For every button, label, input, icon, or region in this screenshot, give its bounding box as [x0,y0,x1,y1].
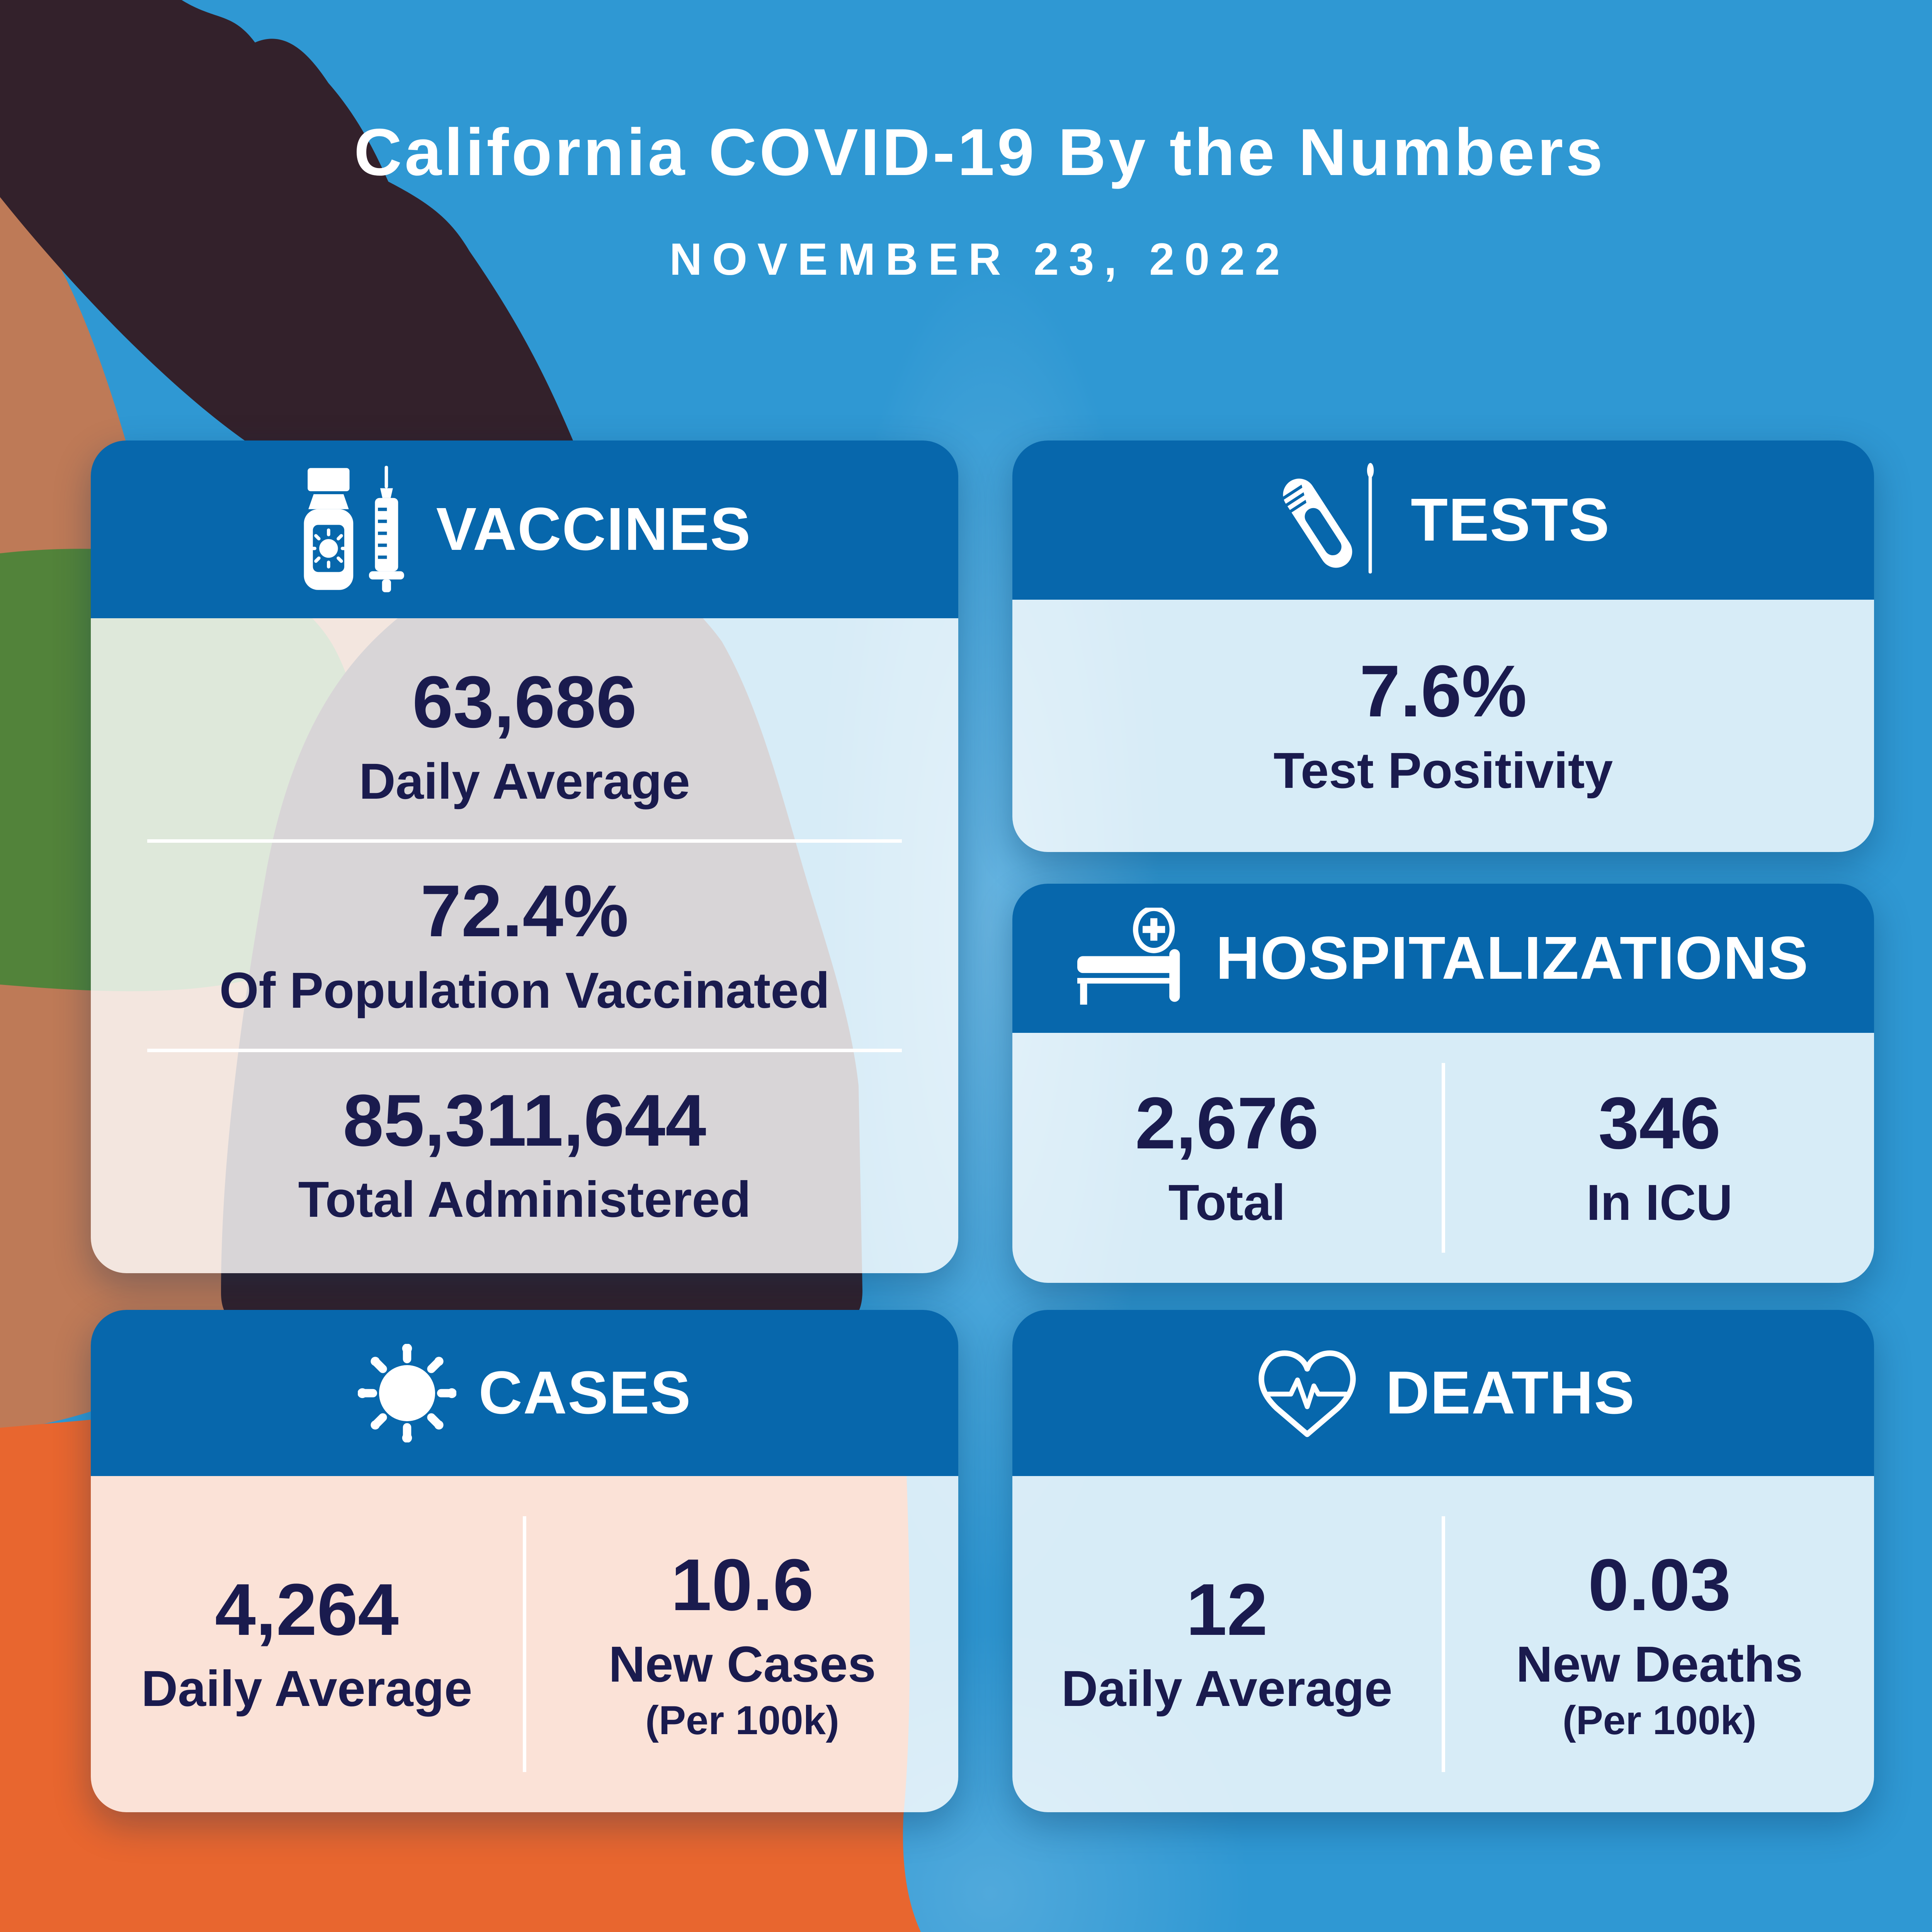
vaccines-card-header: VACCINES [91,440,958,618]
vaccines-card-body: 63,686 Daily Average 72.4% Of Population… [91,618,958,1273]
tests-card: TESTS 7.6% Test Positivity [1012,440,1874,852]
hospital-bed-icon [1077,908,1193,1009]
divider [147,839,902,843]
cases-card-body: 4,264 Daily Average 10.6 New Cases (Per … [91,1476,958,1812]
hospitalizations-icu-stat: 346 In ICU [1445,1033,1874,1283]
deaths-card-header: DEATHS [1012,1310,1874,1476]
test-tube-and-swab-icon [1276,462,1388,578]
hospitalizations-card-title: HOSPITALIZATIONS [1216,924,1809,992]
cases-card-title: CASES [478,1359,692,1427]
cases-card-header: CASES [91,1310,958,1476]
deaths-card-body: 12 Daily Average 0.03 New Deaths (Per 10… [1012,1476,1874,1812]
stat-label: Daily Average [1061,1660,1393,1717]
stat-value: 4,264 [215,1568,399,1651]
stat-label: In ICU [1586,1173,1733,1231]
tests-positivity-stat: 7.6% Test Positivity [1274,650,1613,801]
stat-value: 10.6 [671,1544,814,1626]
hospitalizations-card-header: HOSPITALIZATIONS [1012,884,1874,1033]
stat-sublabel: (Per 100k) [1562,1697,1757,1743]
stat-value: 2,676 [1135,1082,1319,1165]
divider [523,1516,526,1772]
stat-value: 346 [1598,1082,1721,1165]
stat-label: Total [1168,1173,1286,1231]
hospitalizations-card-body: 2,676 Total 346 In ICU [1012,1033,1874,1283]
cases-card: CASES 4,264 Daily Average 10.6 New Cases… [91,1310,958,1812]
stat-label: Total Administered [298,1171,751,1228]
stat-label: Daily Average [359,752,690,810]
cases-daily-average-stat: 4,264 Daily Average [91,1476,523,1812]
vaccines-card-title: VACCINES [436,495,752,563]
vaccine-vial-and-syringe-icon [298,466,414,593]
tests-card-header: TESTS [1012,440,1874,600]
tests-card-body: 7.6% Test Positivity [1012,600,1874,852]
virus-icon [357,1344,456,1442]
divider [1441,1063,1445,1253]
stat-label: Daily Average [141,1660,473,1717]
hospitalizations-total-stat: 2,676 Total [1012,1033,1442,1283]
stat-value: 63,686 [412,661,637,743]
stat-value: 72.4% [420,870,629,952]
stat-label: New Cases [609,1636,876,1693]
deaths-new-deaths-stat: 0.03 New Deaths (Per 100k) [1445,1476,1874,1812]
vaccines-card: VACCINES 63,686 Daily Average 72.4% Of P… [91,440,958,1273]
deaths-card: DEATHS 12 Daily Average 0.03 New Deaths … [1012,1310,1874,1812]
vaccines-daily-average-stat: 63,686 Daily Average [359,661,690,812]
deaths-daily-average-stat: 12 Daily Average [1012,1476,1442,1812]
stat-sublabel: (Per 100k) [645,1697,839,1743]
heart-ekg-icon [1251,1343,1363,1443]
deaths-card-title: DEATHS [1386,1359,1635,1427]
date-subtitle: NOVEMBER 23, 2022 [669,234,1290,284]
stat-label: Test Positivity [1273,742,1613,799]
stat-label: New Deaths [1516,1636,1803,1693]
vaccines-population-vaccinated-stat: 72.4% Of Population Vaccinated [219,870,830,1021]
stat-label: Of Population Vaccinated [219,961,830,1019]
hospitalizations-card: HOSPITALIZATIONS 2,676 Total 346 In ICU [1012,884,1874,1283]
tests-card-title: TESTS [1411,486,1610,554]
stat-value: 85,311,644 [343,1079,706,1162]
stat-value: 7.6% [1359,650,1527,733]
page-title: California COVID-19 By the Numbers [354,115,1606,189]
divider [1441,1516,1445,1772]
cases-new-cases-stat: 10.6 New Cases (Per 100k) [526,1476,958,1812]
divider [147,1048,902,1052]
stat-value: 0.03 [1588,1544,1731,1626]
vaccines-total-administered-stat: 85,311,644 Total Administered [298,1080,751,1231]
stat-value: 12 [1186,1568,1268,1651]
